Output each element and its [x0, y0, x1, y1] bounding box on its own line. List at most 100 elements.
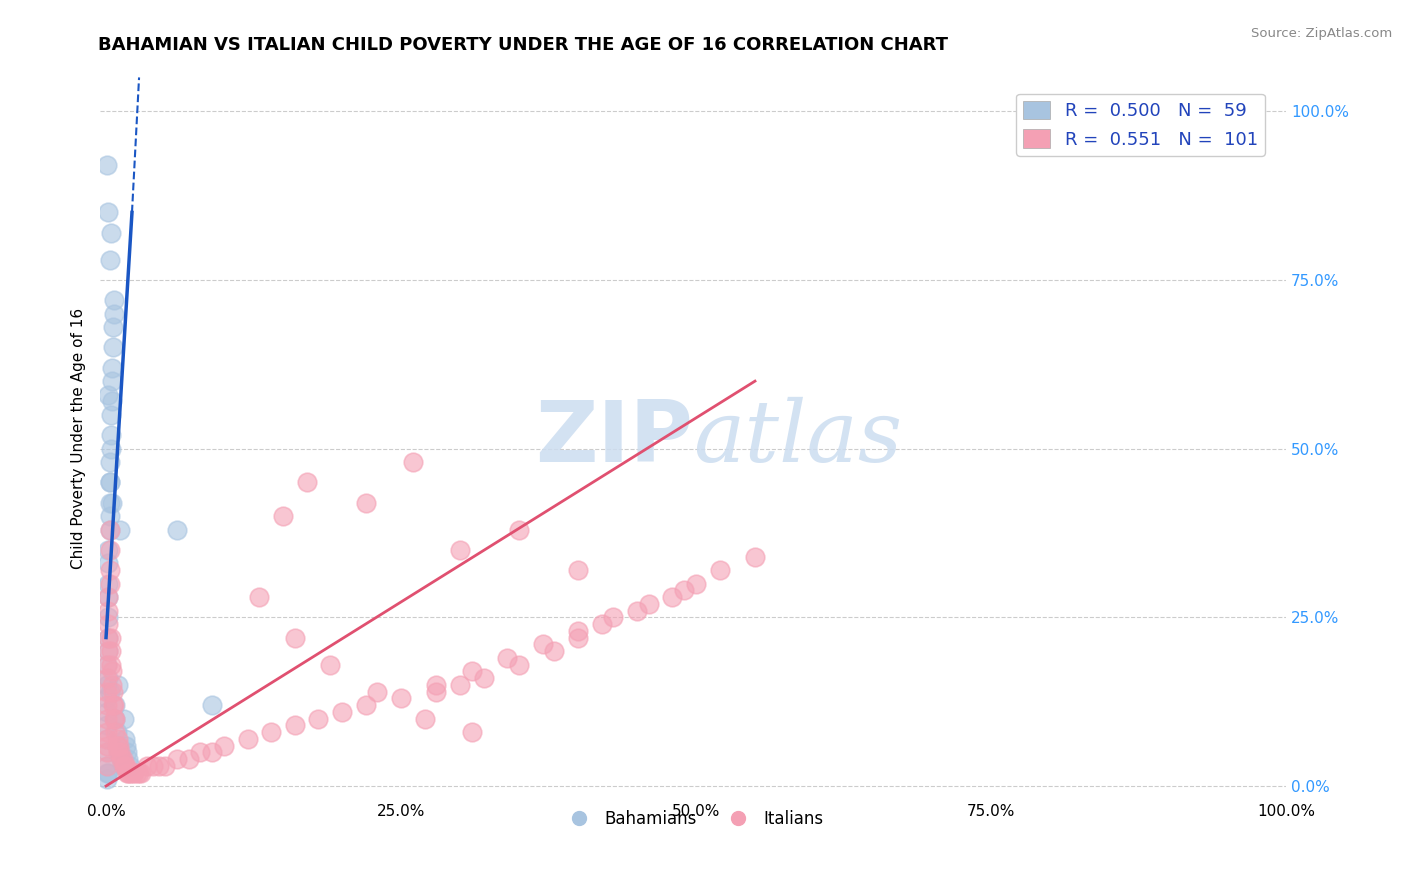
Point	[96, 745, 118, 759]
Point	[96, 684, 118, 698]
Point	[97, 205, 120, 219]
Point	[107, 678, 129, 692]
Point	[531, 637, 554, 651]
Point	[98, 252, 121, 267]
Point	[661, 590, 683, 604]
Point	[319, 657, 342, 672]
Point	[96, 758, 118, 772]
Point	[567, 624, 589, 638]
Point	[100, 657, 122, 672]
Text: Source: ZipAtlas.com: Source: ZipAtlas.com	[1251, 27, 1392, 40]
Point	[96, 657, 118, 672]
Point	[96, 731, 118, 746]
Point	[1074, 124, 1097, 138]
Point	[98, 475, 121, 490]
Point	[97, 765, 120, 780]
Point	[100, 644, 122, 658]
Point	[96, 758, 118, 772]
Point	[177, 752, 200, 766]
Point	[449, 542, 471, 557]
Point	[98, 542, 121, 557]
Point	[461, 725, 484, 739]
Point	[249, 590, 271, 604]
Point	[97, 557, 120, 571]
Point	[108, 523, 131, 537]
Point	[101, 340, 124, 354]
Point	[101, 665, 124, 679]
Point	[97, 576, 120, 591]
Point	[97, 617, 120, 632]
Point	[112, 712, 135, 726]
Point	[354, 698, 377, 712]
Point	[709, 563, 731, 577]
Point	[117, 752, 139, 766]
Point	[425, 684, 447, 698]
Point	[602, 610, 624, 624]
Point	[104, 698, 127, 712]
Point	[108, 745, 131, 759]
Point	[97, 542, 120, 557]
Point	[103, 712, 125, 726]
Point	[97, 590, 120, 604]
Point	[96, 772, 118, 787]
Point	[107, 745, 129, 759]
Point	[626, 603, 648, 617]
Point	[271, 509, 294, 524]
Point	[496, 650, 519, 665]
Point	[100, 408, 122, 422]
Point	[212, 739, 235, 753]
Point	[96, 745, 118, 759]
Point	[108, 745, 131, 759]
Point	[103, 293, 125, 307]
Point	[508, 523, 530, 537]
Point	[125, 765, 148, 780]
Point	[117, 765, 139, 780]
Point	[117, 745, 139, 759]
Point	[136, 758, 159, 772]
Point	[98, 563, 121, 577]
Point	[97, 387, 120, 401]
Point	[366, 684, 388, 698]
Point	[744, 549, 766, 564]
Point	[97, 610, 120, 624]
Point	[98, 495, 121, 509]
Point	[114, 758, 136, 772]
Point	[97, 644, 120, 658]
Point	[107, 739, 129, 753]
Point	[591, 617, 613, 632]
Point	[97, 631, 120, 645]
Point	[472, 671, 495, 685]
Point	[118, 765, 141, 780]
Y-axis label: Child Poverty Under the Age of 16: Child Poverty Under the Age of 16	[72, 308, 86, 569]
Point	[131, 765, 153, 780]
Text: atlas: atlas	[693, 397, 903, 480]
Point	[413, 712, 436, 726]
Point	[637, 597, 659, 611]
Point	[402, 455, 425, 469]
Point	[330, 705, 353, 719]
Point	[117, 765, 139, 780]
Point	[567, 631, 589, 645]
Point	[97, 644, 120, 658]
Point	[98, 509, 121, 524]
Point	[96, 712, 118, 726]
Point	[124, 765, 146, 780]
Point	[105, 739, 128, 753]
Point	[96, 678, 118, 692]
Point	[101, 394, 124, 409]
Point	[104, 712, 127, 726]
Point	[201, 698, 224, 712]
Point	[104, 725, 127, 739]
Point	[98, 684, 121, 698]
Point	[110, 752, 132, 766]
Point	[685, 576, 707, 591]
Point	[96, 657, 118, 672]
Point	[103, 698, 125, 712]
Point	[111, 752, 134, 766]
Point	[98, 475, 121, 490]
Point	[97, 671, 120, 685]
Point	[295, 475, 318, 490]
Point	[121, 765, 143, 780]
Point	[115, 739, 138, 753]
Point	[110, 752, 132, 766]
